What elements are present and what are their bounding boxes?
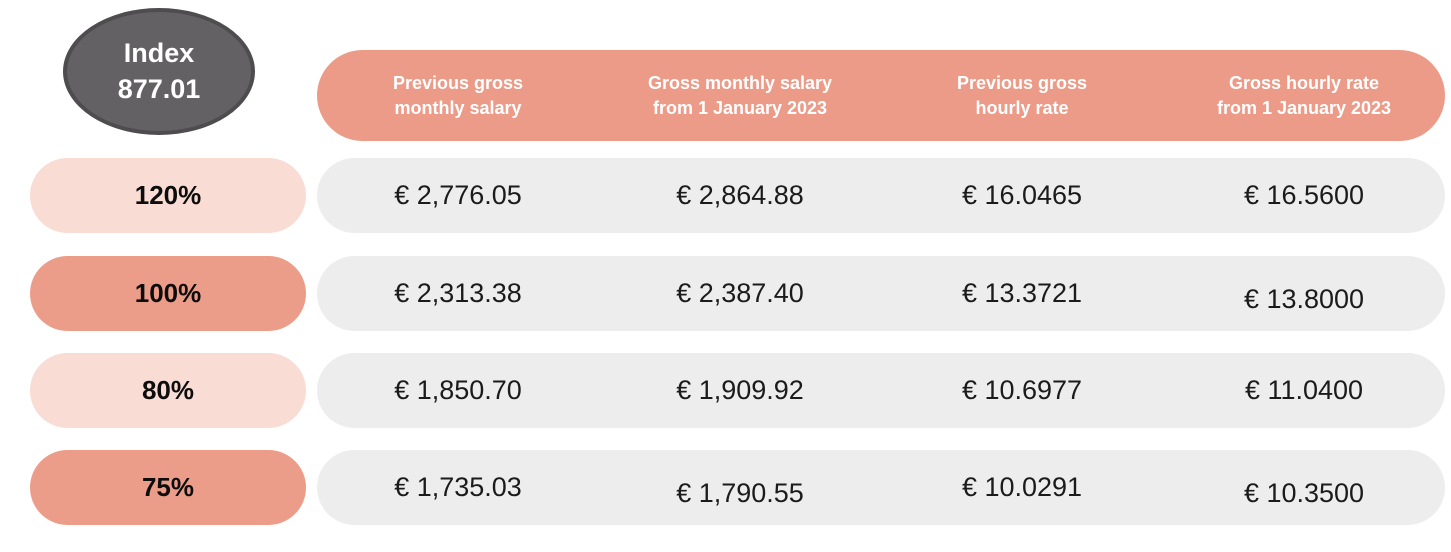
cell-previous-gross-monthly-salary: € 2,313.38 <box>394 278 522 308</box>
index-badge-title: Index <box>123 38 195 69</box>
percent-pill-75: 75% <box>30 450 306 525</box>
cell-previous-gross-hourly-rate: € 16.0465 <box>961 180 1083 210</box>
column-header-previous-gross-hourly-rate: Previous gross hourly rate <box>956 73 1088 118</box>
column-header-previous-gross-monthly-salary: Previous gross monthly salary <box>392 73 524 118</box>
table-row: € 2,776.05 € 2,864.88 € 16.0465 € 16.560… <box>317 158 1445 233</box>
cell-previous-gross-hourly-rate: € 10.6977 <box>961 375 1083 405</box>
percent-pill-120: 120% <box>30 158 306 233</box>
cell-gross-hourly-rate-2023: € 13.8000 <box>1243 284 1365 314</box>
cell-gross-hourly-rate-2023: € 11.0400 <box>1244 375 1364 405</box>
cell-gross-monthly-salary-2023: € 1,909.92 <box>676 375 804 405</box>
cell-previous-gross-hourly-rate: € 10.0291 <box>961 472 1083 502</box>
index-badge: Index 877.01 <box>63 8 255 135</box>
column-header-gross-hourly-rate-2023: Gross hourly rate from 1 January 2023 <box>1216 73 1392 118</box>
cell-gross-hourly-rate-2023: € 16.5600 <box>1243 180 1365 210</box>
cell-gross-monthly-salary-2023: € 2,387.40 <box>676 278 804 308</box>
cell-previous-gross-monthly-salary: € 1,850.70 <box>394 375 522 405</box>
table-row: € 1,735.03 € 1,790.55 € 10.0291 € 10.350… <box>317 450 1445 525</box>
table-header-row: Previous gross monthly salary Gross mont… <box>317 50 1445 141</box>
cell-gross-hourly-rate-2023: € 10.3500 <box>1243 478 1365 508</box>
table-row: € 2,313.38 € 2,387.40 € 13.3721 € 13.800… <box>317 256 1445 331</box>
cell-previous-gross-monthly-salary: € 1,735.03 <box>394 472 522 502</box>
cell-previous-gross-monthly-salary: € 2,776.05 <box>394 180 522 210</box>
table-row: € 1,850.70 € 1,909.92 € 10.6977 € 11.040… <box>317 353 1445 428</box>
cell-gross-monthly-salary-2023: € 2,864.88 <box>676 180 804 210</box>
cell-gross-monthly-salary-2023: € 1,790.55 <box>676 478 804 508</box>
percent-pill-80: 80% <box>30 353 306 428</box>
index-badge-value: 877.01 <box>117 73 201 104</box>
percent-pill-100: 100% <box>30 256 306 331</box>
column-header-gross-monthly-salary-2023: Gross monthly salary from 1 January 2023 <box>647 73 833 118</box>
cell-previous-gross-hourly-rate: € 13.3721 <box>961 278 1083 308</box>
